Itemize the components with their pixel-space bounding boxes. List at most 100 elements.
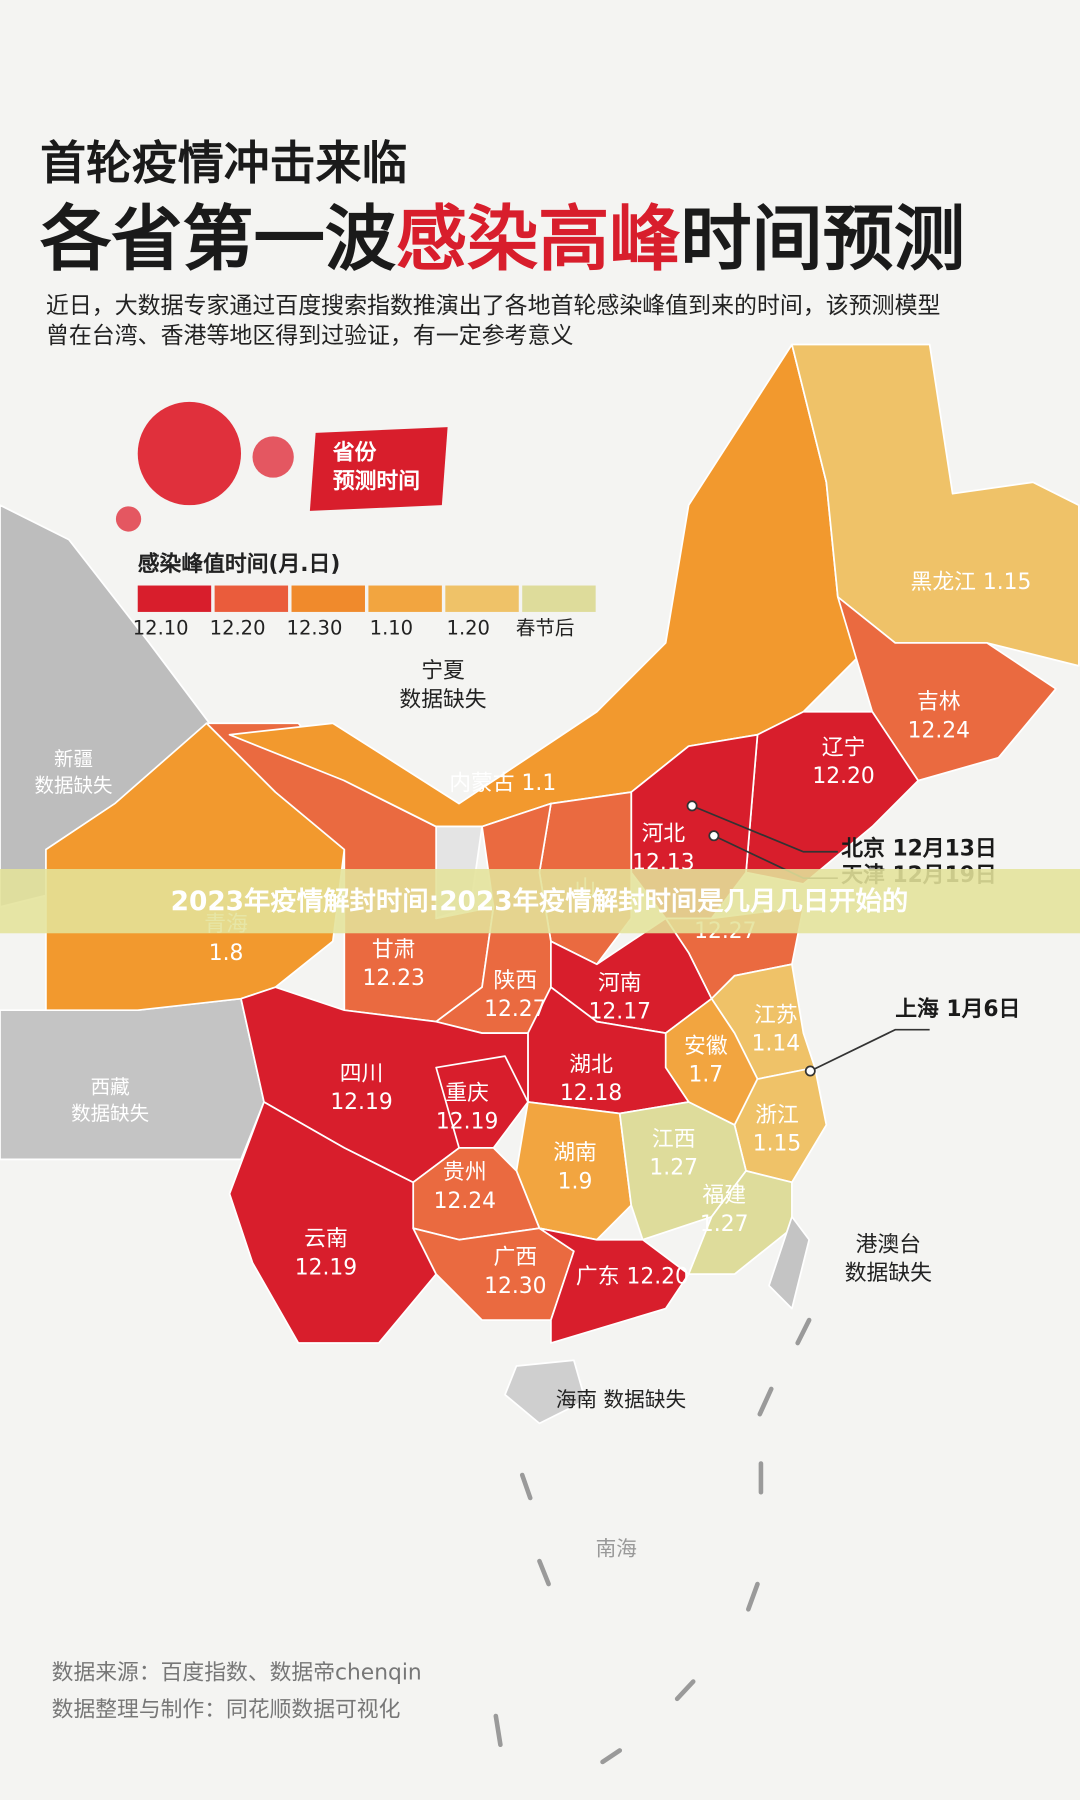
legend-swatch xyxy=(137,585,212,612)
region-value: 12.19 xyxy=(436,1110,498,1135)
region-label: 海南 数据缺失 xyxy=(556,1387,687,1411)
region-name: 宁夏 xyxy=(421,659,465,684)
legend: 12.10 12.20 12.30 1.10 1.20 春节后 xyxy=(133,585,596,640)
map xyxy=(0,343,1080,1425)
title-part: 时间预测 xyxy=(680,197,965,280)
callout-dot xyxy=(686,800,698,812)
region-name: 海南 xyxy=(556,1387,597,1411)
dash xyxy=(493,1713,503,1748)
legend-swatch xyxy=(214,585,289,612)
dash xyxy=(757,1386,774,1417)
region-value: 1.7 xyxy=(689,1063,724,1088)
region xyxy=(228,1101,437,1344)
region-name: 陕西 xyxy=(494,968,538,993)
legend-swatch xyxy=(291,585,365,612)
region-value: 12.17 xyxy=(589,999,651,1024)
virus-icon xyxy=(115,401,294,532)
region-value: 12.27 xyxy=(484,997,546,1022)
callouts: 北京 12月13日天津 12月19日上海 1月6日 xyxy=(686,800,1020,1077)
callout-line xyxy=(691,805,838,853)
legend-title: 感染峰值时间(月.日) xyxy=(138,551,341,577)
legend-label: 1.10 xyxy=(370,617,413,640)
region-value: 数据缺失 xyxy=(71,1102,149,1125)
banner-bg xyxy=(0,869,1080,934)
callout-line xyxy=(809,1028,930,1072)
region-name: 港澳台 xyxy=(856,1232,921,1257)
region-name: 湖北 xyxy=(569,1052,613,1077)
title-part: 各省第一波 xyxy=(40,197,397,280)
dash xyxy=(537,1558,551,1587)
region-name: 吉林 xyxy=(917,690,961,715)
region-name: 新疆 xyxy=(54,747,93,770)
callout-label: 北京 12月13日 xyxy=(841,836,996,862)
region-value: 1.8 xyxy=(209,941,244,966)
region-label: 内蒙古 1.1 xyxy=(449,771,556,796)
legend-label: 1.20 xyxy=(447,617,490,640)
dash xyxy=(600,1748,623,1765)
region-value: 12.23 xyxy=(362,966,424,991)
region-name: 广东 xyxy=(576,1265,620,1290)
region xyxy=(538,1227,690,1344)
region-name: 云南 xyxy=(304,1227,348,1252)
region-name: 黑龙江 xyxy=(911,570,976,595)
region-value: 数据缺失 xyxy=(845,1261,932,1286)
region-name: 贵州 xyxy=(443,1160,487,1185)
callout-name: 上海 xyxy=(895,996,939,1022)
kicker: 首轮疫情冲击来临 xyxy=(40,136,407,190)
callout-value: 12月13日 xyxy=(892,837,996,862)
region-value: 数据缺失 xyxy=(34,774,112,797)
banner-text: 2023年疫情解封时间:2023年疫情解封时间是几月几日开始的 xyxy=(171,886,909,917)
region-name: 南海 xyxy=(596,1537,637,1561)
region-name: 河南 xyxy=(598,971,642,996)
region-name: 内蒙古 xyxy=(449,771,514,796)
region-name: 甘肃 xyxy=(372,937,416,962)
intro-line: 近日，大数据专家通过百度搜索指数推演出了各地首轮感染峰值到来的时间，该预测模型 xyxy=(46,293,941,319)
legend-swatch xyxy=(522,585,596,612)
source-line: 数据来源：百度指数、数据帝chenqin xyxy=(52,1661,422,1686)
legend-label: 春节后 xyxy=(516,617,575,640)
region-name: 江苏 xyxy=(754,1003,798,1028)
legend-swatch xyxy=(368,585,442,612)
region-value: 12.20 xyxy=(812,764,874,789)
region-name: 广西 xyxy=(494,1245,538,1270)
region-label: 广东 12.20 xyxy=(576,1265,689,1290)
badge: 省份 预测时间 xyxy=(309,427,448,511)
region xyxy=(768,1215,810,1310)
region-name: 安徽 xyxy=(684,1034,728,1059)
region-value: 12.30 xyxy=(484,1274,546,1299)
dash xyxy=(746,1581,760,1612)
region-value: 12.18 xyxy=(560,1081,622,1106)
region-value: 12.24 xyxy=(434,1189,496,1214)
callout-label: 上海 1月6日 xyxy=(895,996,1020,1022)
dash xyxy=(519,1472,533,1501)
region-value: 1.14 xyxy=(752,1032,801,1057)
region-value: 1.9 xyxy=(558,1169,593,1194)
dash xyxy=(674,1679,696,1702)
legend-label: 12.20 xyxy=(210,617,266,640)
badge-shape xyxy=(309,427,448,511)
region-value: 1.27 xyxy=(700,1212,749,1237)
region-value: 12.19 xyxy=(330,1090,392,1115)
virus xyxy=(115,506,142,532)
region-name: 重庆 xyxy=(445,1081,489,1106)
region xyxy=(435,1055,529,1149)
region-value: 数据缺失 xyxy=(399,687,486,712)
callout-dot xyxy=(804,1065,816,1077)
region-name: 辽宁 xyxy=(822,736,866,761)
title-part: 感染高峰 xyxy=(396,197,681,280)
nine-dash-line xyxy=(493,1317,812,1765)
region xyxy=(45,722,346,1012)
region-value: 1.1 xyxy=(522,771,557,796)
region-value: 12.20 xyxy=(626,1265,688,1290)
legend-swatch xyxy=(445,585,519,612)
title: 各省第一波感染高峰时间预测 xyxy=(40,197,965,280)
dash xyxy=(795,1317,812,1346)
region-value: 12.19 xyxy=(295,1255,357,1280)
region-name: 四川 xyxy=(340,1061,384,1086)
region-value: 12.24 xyxy=(908,718,970,743)
callout-dot xyxy=(708,830,720,842)
region-name: 湖南 xyxy=(553,1141,597,1166)
region-name: 江西 xyxy=(652,1127,696,1152)
